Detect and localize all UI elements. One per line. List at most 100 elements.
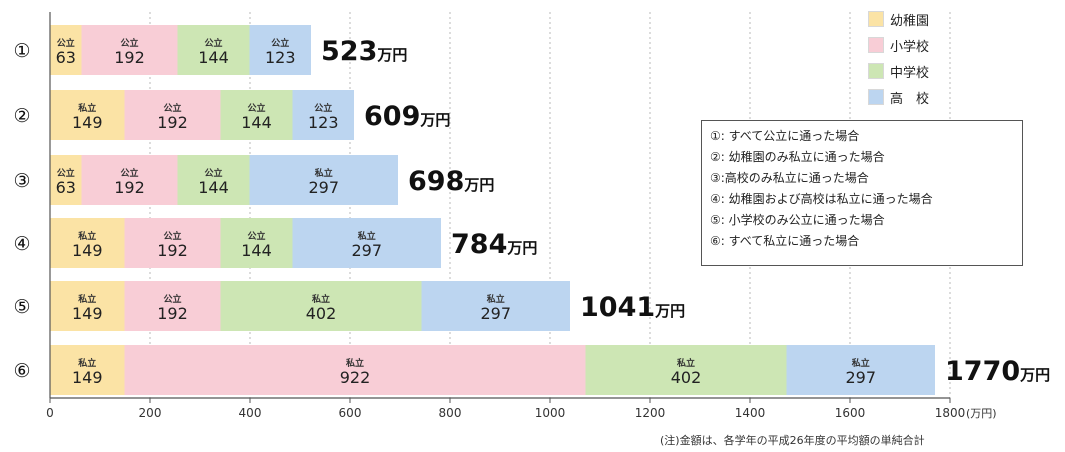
total-unit: 万円 [463, 176, 494, 194]
total-label: 698万円 [408, 166, 494, 197]
bar-segment [50, 155, 82, 205]
legend: 幼稚園小学校中学校高 校 [868, 8, 988, 112]
total-unit: 万円 [654, 302, 685, 320]
segment-type-label: 公立 [204, 167, 222, 179]
bar-segment [81, 155, 178, 205]
segment-value-label: 192 [157, 241, 188, 260]
bar-segment [220, 90, 293, 140]
legend-label: 小学校 [890, 39, 930, 55]
x-tick-label: 1400 [735, 406, 766, 420]
bar-segment [177, 25, 250, 75]
segment-value-label: 297 [845, 368, 876, 387]
bar-segment [249, 25, 311, 75]
bar-segment [50, 90, 125, 140]
segment-value-label: 192 [114, 48, 145, 67]
footnote: (注)金額は、各学年の平成26年度の平均額の単純合計 [660, 434, 925, 447]
segment-type-label: 私立 [345, 357, 364, 369]
bar-segment [50, 218, 125, 268]
segment-value-label: 144 [241, 241, 272, 260]
x-tick-label: 600 [339, 406, 362, 420]
segment-type-label: 私立 [486, 293, 505, 305]
segment-type-label: 私立 [77, 230, 96, 242]
x-tick-label: 1600 [835, 406, 866, 420]
row-label: ② [13, 105, 30, 127]
x-axis: 0 200 400 600 800 1000 1200 1400 1600 1800 (万円) [46, 12, 997, 420]
total-label: 784万円 [451, 229, 537, 260]
segment-type-label: 私立 [77, 357, 96, 369]
bar-segment [124, 90, 221, 140]
legend-item: 中学校 [868, 60, 988, 82]
segment-type-label: 私立 [314, 167, 333, 179]
total-label: 609万円 [364, 101, 450, 132]
segment-type-label: 公立 [57, 167, 75, 179]
legend-swatch [868, 37, 884, 53]
segment-value-label: 144 [241, 113, 272, 132]
segment-value-label: 63 [56, 178, 76, 197]
scenario-line: ⑤: 小学校のみ公立に通った場合 [710, 213, 885, 227]
bar-segment [124, 281, 221, 331]
segment-value-label: 123 [308, 113, 339, 132]
bar-segment [50, 345, 125, 395]
legend-label: 高 校 [890, 91, 930, 107]
legend-label: 幼稚園 [890, 13, 930, 29]
total-unit: 万円 [1019, 366, 1050, 384]
total-unit: 万円 [506, 239, 537, 257]
scenario-line: ⑥: すべて私立に通った場合 [710, 234, 860, 248]
x-tick-label: 800 [439, 406, 462, 420]
bar-segment [177, 155, 250, 205]
legend-swatch [868, 11, 884, 27]
total-number: 698 [408, 166, 464, 197]
legend-swatch [868, 63, 884, 79]
segment-type-label: 私立 [77, 102, 96, 114]
segment-type-label: 私立 [676, 357, 695, 369]
scenario-legend-box: ①: すべて公立に通った場合 ②: 幼稚園のみ私立に通った場合 ③:高校のみ私立… [701, 120, 1023, 266]
segment-type-label: 公立 [247, 230, 265, 242]
total-number: 784 [451, 229, 507, 260]
bar-segment [786, 345, 935, 395]
segment-value-label: 192 [157, 304, 188, 323]
scenario-line: ①: すべて公立に通った場合 [710, 129, 860, 143]
total-label: 523万円 [321, 36, 407, 67]
scenario-line: ③:高校のみ私立に通った場合 [710, 171, 869, 185]
segment-type-label: 公立 [314, 102, 332, 114]
bar-segment [292, 90, 354, 140]
segment-value-label: 149 [72, 304, 103, 323]
bar-segment [124, 345, 586, 395]
total-number: 1770 [945, 356, 1020, 387]
bar-segment [81, 25, 178, 75]
segment-value-label: 402 [671, 368, 702, 387]
bar-segment [421, 281, 570, 331]
bar-segment [124, 218, 221, 268]
total-label: 1041万円 [580, 292, 685, 323]
row-label: ① [13, 40, 30, 62]
segment-value-label: 922 [340, 368, 371, 387]
legend-item: 小学校 [868, 34, 988, 56]
segment-value-label: 63 [56, 48, 76, 67]
legend-item: 幼稚園 [868, 8, 988, 30]
total-unit: 万円 [419, 111, 450, 129]
segment-type-label: 公立 [271, 37, 289, 49]
segment-type-label: 私立 [77, 293, 96, 305]
scenario-line: ④: 幼稚園および高校は私立に通った場合 [710, 192, 933, 206]
segment-value-label: 297 [351, 241, 382, 260]
segment-type-label: 私立 [311, 293, 330, 305]
bar-segment [249, 155, 398, 205]
segment-value-label: 192 [157, 113, 188, 132]
total-label: 1770万円 [945, 356, 1050, 387]
bar-segment [220, 218, 293, 268]
segment-value-label: 123 [265, 48, 296, 67]
segment-type-label: 公立 [57, 37, 75, 49]
bar-segment [220, 281, 422, 331]
segment-type-label: 私立 [357, 230, 376, 242]
legend-item: 高 校 [868, 86, 988, 108]
row-label: ③ [13, 170, 30, 192]
total-unit: 万円 [376, 46, 407, 64]
x-tick-label: 1000 [535, 406, 566, 420]
x-tick-label: 0 [46, 406, 54, 420]
segment-value-label: 149 [72, 113, 103, 132]
x-tick-label: 200 [139, 406, 162, 420]
segment-type-label: 公立 [163, 293, 181, 305]
segment-type-label: 公立 [120, 37, 138, 49]
